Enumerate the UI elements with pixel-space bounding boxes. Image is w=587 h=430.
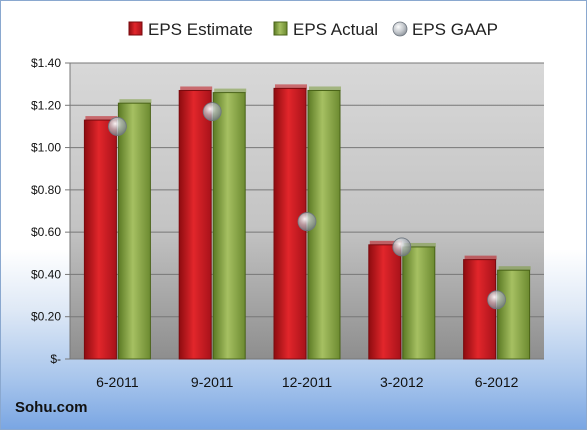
x-axis-ticks: 6-2011 9-2011 12-2011 3-2012 6-2012: [96, 374, 518, 390]
gaap-marker: [392, 237, 412, 257]
x-tick-label: 9-2011: [191, 374, 234, 390]
gaap-marker: [297, 212, 317, 231]
x-tick-label: 12-2011: [282, 374, 333, 390]
y-tick-label: $1.00: [31, 141, 61, 155]
y-tick-label: $0.80: [31, 183, 61, 197]
bar-top: [275, 84, 307, 89]
legend: EPS Estimate EPS Actual EPS GAAP: [128, 20, 498, 39]
bar-top: [214, 88, 247, 93]
y-tick-label: $1.20: [31, 98, 61, 112]
y-tick-label: $0.20: [31, 310, 61, 324]
legend-label: EPS Estimate: [148, 20, 253, 39]
gaap-marker: [202, 102, 222, 122]
bar-top: [309, 86, 341, 91]
y-tick-label: $-: [50, 352, 61, 366]
y-tick-label: $0.40: [31, 267, 61, 281]
bar-eps-estimate: [83, 119, 117, 360]
bar-top: [85, 116, 118, 121]
bar-eps-estimate: [368, 244, 402, 360]
gaap-marker: [108, 117, 127, 136]
legend-swatch: [273, 21, 288, 36]
bar-eps-estimate: [463, 259, 497, 360]
x-tick-label: 6-2011: [96, 374, 139, 390]
legend-label: EPS Actual: [293, 20, 378, 39]
bars: [83, 84, 531, 360]
y-axis-ticks: $- $0.20 $0.40 $0.60 $0.80 $1.00 $1.20 $1.40: [31, 56, 61, 366]
bar-top: [369, 240, 402, 245]
y-tick-label: $0.60: [31, 225, 61, 239]
legend-label: EPS GAAP: [412, 20, 498, 39]
bar-eps-actual: [497, 269, 531, 360]
legend-swatch: [128, 21, 143, 36]
bar-top: [180, 86, 213, 91]
bar-eps-actual: [212, 92, 246, 360]
legend-swatch-gaap: [392, 21, 408, 37]
bar-eps-actual: [117, 102, 151, 360]
bar-top: [403, 242, 436, 247]
bar-top: [498, 266, 531, 271]
x-tick-label: 3-2012: [380, 374, 424, 390]
bar-top: [119, 99, 152, 104]
x-tick-label: 6-2012: [475, 374, 519, 390]
bar-eps-actual: [402, 246, 436, 360]
bar-eps-estimate: [178, 89, 212, 360]
gaap-markers: [108, 102, 507, 310]
source-label: Sohu.com: [15, 399, 88, 416]
gaap-marker: [487, 290, 507, 310]
bar-top: [464, 255, 497, 260]
y-tick-label: $1.40: [31, 56, 61, 70]
